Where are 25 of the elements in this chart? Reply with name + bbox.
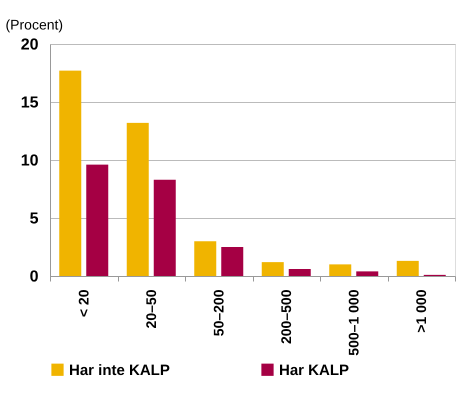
bar (356, 271, 378, 276)
bar (221, 247, 244, 276)
bar (59, 70, 82, 276)
bar (154, 180, 176, 276)
bar (262, 262, 284, 276)
bar (288, 269, 311, 276)
x-tick-label: < 20 (75, 289, 92, 318)
y-tick-label: 20 (20, 36, 39, 54)
y-tick-label: 15 (20, 94, 39, 112)
legend-label: Har inte KALP (69, 362, 170, 379)
y-tick-label: 0 (30, 268, 39, 286)
bar (396, 260, 419, 276)
x-tick-label: 20–50 (142, 289, 159, 328)
bar (329, 264, 352, 276)
y-axis-title: (Procent) (6, 16, 64, 32)
bar (194, 241, 216, 276)
y-tick-label: 5 (30, 210, 39, 228)
x-tick-label: 50–200 (210, 289, 226, 336)
legend-label: Har KALP (279, 362, 350, 379)
x-tick-label: >1 000 (412, 289, 429, 333)
y-tick-label: 10 (20, 152, 39, 170)
bar (86, 164, 108, 276)
x-tick-label: 500–1 000 (345, 289, 362, 356)
x-tick-label: 200–500 (278, 289, 294, 344)
bar (126, 122, 149, 276)
